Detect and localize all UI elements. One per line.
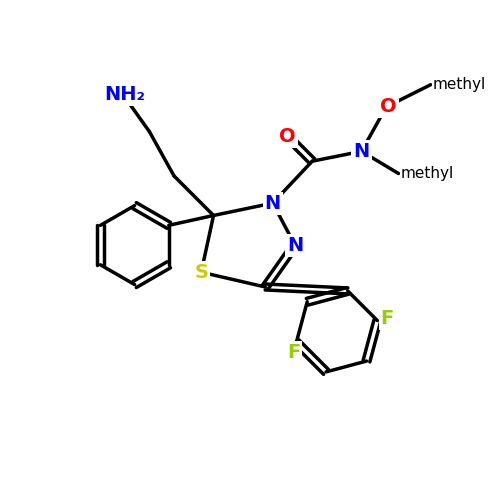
Text: methyl: methyl <box>433 77 486 92</box>
Text: N: N <box>287 236 303 255</box>
Text: NH₂: NH₂ <box>104 85 145 104</box>
Text: N: N <box>354 142 370 161</box>
Text: methyl: methyl <box>401 166 454 181</box>
Text: F: F <box>380 308 394 328</box>
Text: O: O <box>380 98 397 116</box>
Text: N: N <box>264 194 281 212</box>
Text: O: O <box>279 127 296 146</box>
Text: S: S <box>194 262 208 281</box>
Text: F: F <box>288 342 300 361</box>
